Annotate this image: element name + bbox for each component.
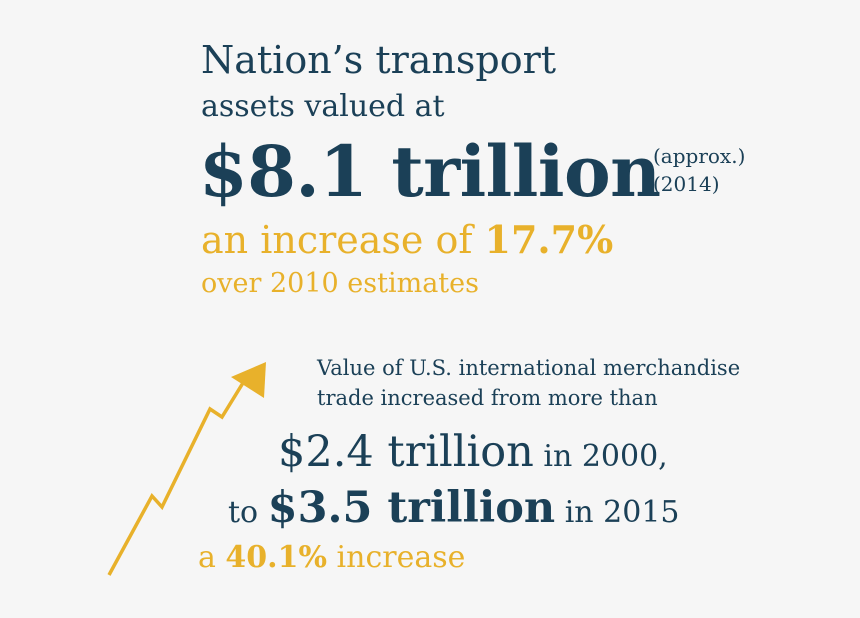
- trade-change-percent: 40.1%: [225, 540, 327, 575]
- trade-to-value: $3.5 trillion: [267, 483, 556, 533]
- trade-from-value: $2.4 trillion: [278, 427, 534, 477]
- approx-note: (approx.): [653, 144, 746, 168]
- trade-to-suffix: in 2015: [555, 495, 680, 530]
- trade-change-prefix: a: [198, 540, 226, 575]
- increase-line: an increase of 17.7%: [201, 216, 613, 264]
- trade-to-prefix: to: [228, 495, 268, 530]
- increase-subtext: over 2010 estimates: [201, 268, 479, 299]
- increase-percent: 17.7%: [484, 217, 614, 262]
- headline-line-1: Nation’s transport: [201, 38, 557, 82]
- trade-from-line: $2.4 trillion in 2000,: [278, 424, 668, 485]
- trade-from-suffix: in 2000,: [533, 439, 668, 474]
- year-note: (2014): [653, 172, 720, 196]
- trade-to-line: to $3.5 trillion in 2015: [228, 480, 680, 541]
- increase-prefix: an increase of: [201, 218, 485, 262]
- headline-line-2: assets valued at: [201, 89, 445, 124]
- trade-caption-line-1: Value of U.S. international merchandise: [317, 356, 741, 380]
- trade-change-suffix: increase: [327, 540, 466, 575]
- trade-change-line: a 40.1% increase: [198, 538, 465, 578]
- headline-value: $8.1 trillion: [199, 130, 661, 213]
- trade-caption-line-2: trade increased from more than: [317, 386, 658, 410]
